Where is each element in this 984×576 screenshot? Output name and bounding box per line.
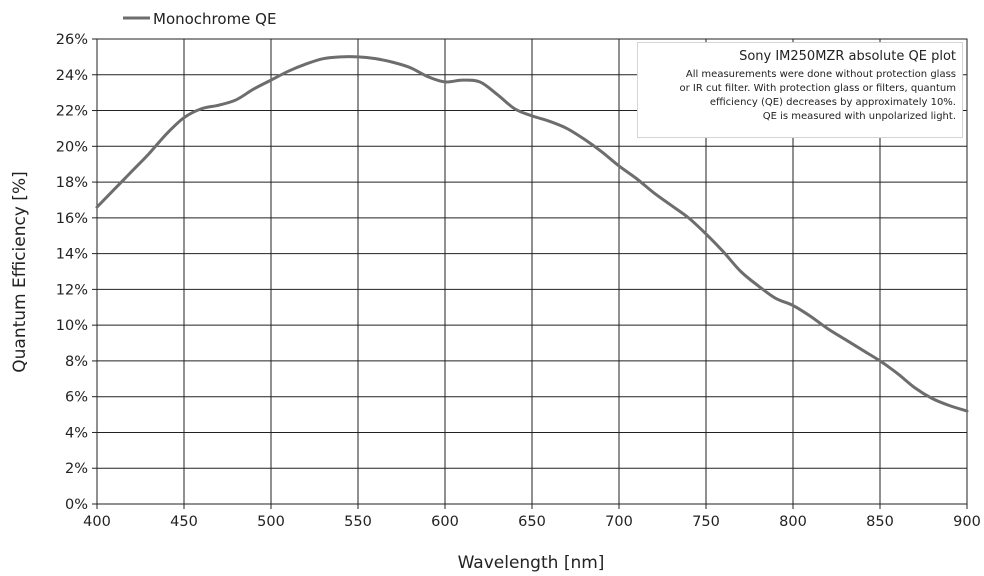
y-tick-label: 20%: [56, 139, 88, 155]
annotation-line: QE is measured with unpolarized light.: [762, 111, 956, 122]
y-tick-label: 4%: [65, 425, 88, 441]
y-tick-label: 14%: [56, 247, 88, 263]
y-tick-label: 22%: [56, 104, 88, 120]
annotation-line: efficiency (QE) decreases by approximate…: [709, 97, 956, 108]
x-tick-label: 850: [866, 514, 894, 530]
annotation-line: All measurements were done without prote…: [685, 69, 956, 80]
legend-label: Monochrome QE: [153, 10, 276, 28]
x-tick-label: 700: [605, 514, 633, 530]
y-tick-label: 2%: [65, 461, 88, 477]
y-tick-label: 24%: [56, 68, 88, 84]
x-tick-label: 900: [953, 514, 981, 530]
x-tick-label: 500: [257, 514, 285, 530]
y-axis-title: Quantum Efficiency [%]: [10, 171, 30, 372]
x-axis-ticks: 400 450 500 550 600 650 700 750 800 850 900: [83, 504, 981, 530]
annotation-title: Sony IM250MZR absolute QE plot: [739, 49, 956, 64]
y-tick-label: 26%: [56, 32, 88, 48]
series-line-monochrome-qe: [95, 55, 969, 413]
y-tick-label: 8%: [65, 354, 88, 370]
x-tick-label: 650: [518, 514, 546, 530]
y-tick-label: 12%: [56, 282, 88, 298]
y-tick-label: 0%: [65, 497, 88, 513]
y-tick-label: 16%: [56, 211, 88, 227]
x-tick-label: 550: [344, 514, 372, 530]
x-tick-label: 800: [779, 514, 807, 530]
y-tick-label: 18%: [56, 175, 88, 191]
x-tick-label: 750: [692, 514, 720, 530]
y-tick-label: 10%: [56, 318, 88, 334]
y-tick-label: 6%: [65, 390, 88, 406]
x-tick-label: 450: [170, 514, 198, 530]
annotation-line: or IR cut filter. With protection glass …: [679, 83, 956, 94]
x-tick-label: 600: [431, 514, 459, 530]
legend: Monochrome QE: [123, 10, 276, 28]
x-axis-title: Wavelength [nm]: [458, 553, 605, 573]
annotation-box: Sony IM250MZR absolute QE plot All measu…: [637, 42, 963, 138]
y-axis-ticks: 0% 2% 4% 6% 8% 10% 12% 14% 16% 18% 20% 22% 24% 26%: [56, 32, 97, 513]
x-tick-label: 400: [83, 514, 111, 530]
